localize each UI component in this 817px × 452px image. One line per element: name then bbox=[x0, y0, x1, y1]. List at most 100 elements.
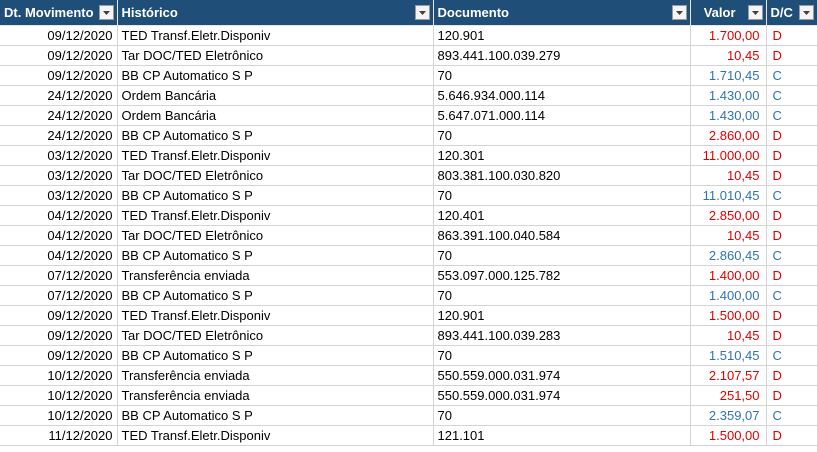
date-cell[interactable]: 24/12/2020 bbox=[0, 105, 118, 126]
dc-cell[interactable]: D bbox=[766, 25, 817, 46]
valor-cell[interactable]: 2.860,45 bbox=[690, 245, 767, 266]
date-cell[interactable]: 09/12/2020 bbox=[0, 305, 118, 326]
valor-cell[interactable]: 2.850,00 bbox=[690, 205, 767, 226]
table-row[interactable]: 04/12/2020 Tar DOC/TED Eletrônico 863.391.… bbox=[0, 225, 817, 246]
date-cell[interactable]: 10/12/2020 bbox=[0, 365, 118, 386]
filter-dropdown-icon[interactable] bbox=[747, 5, 763, 20]
historico-cell[interactable]: BB CP Automatico S P bbox=[117, 245, 434, 266]
dc-cell[interactable]: C bbox=[766, 65, 817, 86]
table-row[interactable]: 09/12/2020 BB CP Automatico S P 70 1.710,45… bbox=[0, 65, 817, 86]
valor-cell[interactable]: 2.359,07 bbox=[690, 405, 767, 426]
column-header-dt-movimento[interactable]: Dt. Movimento bbox=[0, 0, 118, 26]
date-cell[interactable]: 11/12/2020 bbox=[0, 425, 118, 446]
table-row[interactable]: 07/12/2020 Transferência enviada 553.097.0… bbox=[0, 265, 817, 286]
date-cell[interactable]: 09/12/2020 bbox=[0, 65, 118, 86]
documento-cell[interactable]: 121.101 bbox=[433, 425, 691, 446]
documento-cell[interactable]: 803.381.100.030.820 bbox=[433, 165, 691, 186]
valor-cell[interactable]: 2.107,57 bbox=[690, 365, 767, 386]
historico-cell[interactable]: BB CP Automatico S P bbox=[117, 185, 434, 206]
column-header-dc[interactable]: D/C bbox=[766, 0, 817, 26]
historico-cell[interactable]: BB CP Automatico S P bbox=[117, 345, 434, 366]
dc-cell[interactable]: D bbox=[766, 165, 817, 186]
dc-cell[interactable]: D bbox=[766, 305, 817, 326]
date-cell[interactable]: 09/12/2020 bbox=[0, 325, 118, 346]
historico-cell[interactable]: BB CP Automatico S P bbox=[117, 65, 434, 86]
date-cell[interactable]: 10/12/2020 bbox=[0, 405, 118, 426]
date-cell[interactable]: 09/12/2020 bbox=[0, 45, 118, 66]
dc-cell[interactable]: D bbox=[766, 325, 817, 346]
dc-cell[interactable]: D bbox=[766, 125, 817, 146]
valor-cell[interactable]: 251,50 bbox=[690, 385, 767, 406]
filter-dropdown-icon[interactable] bbox=[798, 5, 814, 20]
valor-cell[interactable]: 10,45 bbox=[690, 165, 767, 186]
table-row[interactable]: 09/12/2020 TED Transf.Eletr.Disponiv 120.9… bbox=[0, 305, 817, 326]
valor-cell[interactable]: 10,45 bbox=[690, 225, 767, 246]
valor-cell[interactable]: 1.500,00 bbox=[690, 305, 767, 326]
historico-cell[interactable]: Tar DOC/TED Eletrônico bbox=[117, 165, 434, 186]
dc-cell[interactable]: D bbox=[766, 145, 817, 166]
valor-cell[interactable]: 11.010,45 bbox=[690, 185, 767, 206]
historico-cell[interactable]: Tar DOC/TED Eletrônico bbox=[117, 325, 434, 346]
dc-cell[interactable]: D bbox=[766, 205, 817, 226]
historico-cell[interactable]: TED Transf.Eletr.Disponiv bbox=[117, 305, 434, 326]
historico-cell[interactable]: Transferência enviada bbox=[117, 365, 434, 386]
documento-cell[interactable]: 70 bbox=[433, 125, 691, 146]
historico-cell[interactable]: TED Transf.Eletr.Disponiv bbox=[117, 205, 434, 226]
historico-cell[interactable]: TED Transf.Eletr.Disponiv bbox=[117, 145, 434, 166]
valor-cell[interactable]: 1.400,00 bbox=[690, 265, 767, 286]
date-cell[interactable]: 24/12/2020 bbox=[0, 85, 118, 106]
table-row[interactable]: 03/12/2020 BB CP Automatico S P 70 11.010,4… bbox=[0, 185, 817, 206]
dc-cell[interactable]: D bbox=[766, 385, 817, 406]
date-cell[interactable]: 04/12/2020 bbox=[0, 245, 118, 266]
date-cell[interactable]: 24/12/2020 bbox=[0, 125, 118, 146]
date-cell[interactable]: 04/12/2020 bbox=[0, 225, 118, 246]
column-header-documento[interactable]: Documento bbox=[433, 0, 691, 26]
dc-cell[interactable]: C bbox=[766, 285, 817, 306]
table-row[interactable]: 11/12/2020 TED Transf.Eletr.Disponiv 121.1… bbox=[0, 425, 817, 446]
historico-cell[interactable]: Ordem Bancária bbox=[117, 85, 434, 106]
date-cell[interactable]: 09/12/2020 bbox=[0, 25, 118, 46]
table-row[interactable]: 09/12/2020 BB CP Automatico S P 70 1.510,45… bbox=[0, 345, 817, 366]
documento-cell[interactable]: 863.391.100.040.584 bbox=[433, 225, 691, 246]
historico-cell[interactable]: BB CP Automatico S P bbox=[117, 405, 434, 426]
valor-cell[interactable]: 2.860,00 bbox=[690, 125, 767, 146]
historico-cell[interactable]: Transferência enviada bbox=[117, 265, 434, 286]
date-cell[interactable]: 07/12/2020 bbox=[0, 265, 118, 286]
documento-cell[interactable]: 120.901 bbox=[433, 25, 691, 46]
dc-cell[interactable]: D bbox=[766, 225, 817, 246]
table-row[interactable]: 10/12/2020 BB CP Automatico S P 70 2.359,07… bbox=[0, 405, 817, 426]
documento-cell[interactable]: 550.559.000.031.974 bbox=[433, 385, 691, 406]
documento-cell[interactable]: 70 bbox=[433, 245, 691, 266]
historico-cell[interactable]: BB CP Automatico S P bbox=[117, 125, 434, 146]
historico-cell[interactable]: Tar DOC/TED Eletrônico bbox=[117, 45, 434, 66]
documento-cell[interactable]: 5.647.071.000.114 bbox=[433, 105, 691, 126]
table-row[interactable]: 03/12/2020 TED Transf.Eletr.Disponiv 120.3… bbox=[0, 145, 817, 166]
valor-cell[interactable]: 1.510,45 bbox=[690, 345, 767, 366]
filter-dropdown-icon[interactable] bbox=[414, 5, 430, 20]
table-row[interactable]: 04/12/2020 TED Transf.Eletr.Disponiv 120.4… bbox=[0, 205, 817, 226]
valor-cell[interactable]: 1.500,00 bbox=[690, 425, 767, 446]
valor-cell[interactable]: 1.430,00 bbox=[690, 105, 767, 126]
valor-cell[interactable]: 1.430,00 bbox=[690, 85, 767, 106]
valor-cell[interactable]: 1.700,00 bbox=[690, 25, 767, 46]
dc-cell[interactable]: C bbox=[766, 345, 817, 366]
documento-cell[interactable]: 893.441.100.039.279 bbox=[433, 45, 691, 66]
date-cell[interactable]: 07/12/2020 bbox=[0, 285, 118, 306]
table-row[interactable]: 03/12/2020 Tar DOC/TED Eletrônico 803.381.… bbox=[0, 165, 817, 186]
historico-cell[interactable]: Tar DOC/TED Eletrônico bbox=[117, 225, 434, 246]
valor-cell[interactable]: 11.000,00 bbox=[690, 145, 767, 166]
table-row[interactable]: 24/12/2020 Ordem Bancária 5.647.071.000.11… bbox=[0, 105, 817, 126]
table-row[interactable]: 07/12/2020 BB CP Automatico S P 70 1.400,00… bbox=[0, 285, 817, 306]
table-row[interactable]: 09/12/2020 TED Transf.Eletr.Disponiv 120.9… bbox=[0, 25, 817, 46]
dc-cell[interactable]: D bbox=[766, 45, 817, 66]
documento-cell[interactable]: 70 bbox=[433, 345, 691, 366]
dc-cell[interactable]: C bbox=[766, 85, 817, 106]
dc-cell[interactable]: C bbox=[766, 245, 817, 266]
documento-cell[interactable]: 120.301 bbox=[433, 145, 691, 166]
valor-cell[interactable]: 1.710,45 bbox=[690, 65, 767, 86]
documento-cell[interactable]: 70 bbox=[433, 65, 691, 86]
column-header-historico[interactable]: Histórico bbox=[117, 0, 434, 26]
dc-cell[interactable]: D bbox=[766, 365, 817, 386]
valor-cell[interactable]: 10,45 bbox=[690, 45, 767, 66]
documento-cell[interactable]: 893.441.100.039.283 bbox=[433, 325, 691, 346]
